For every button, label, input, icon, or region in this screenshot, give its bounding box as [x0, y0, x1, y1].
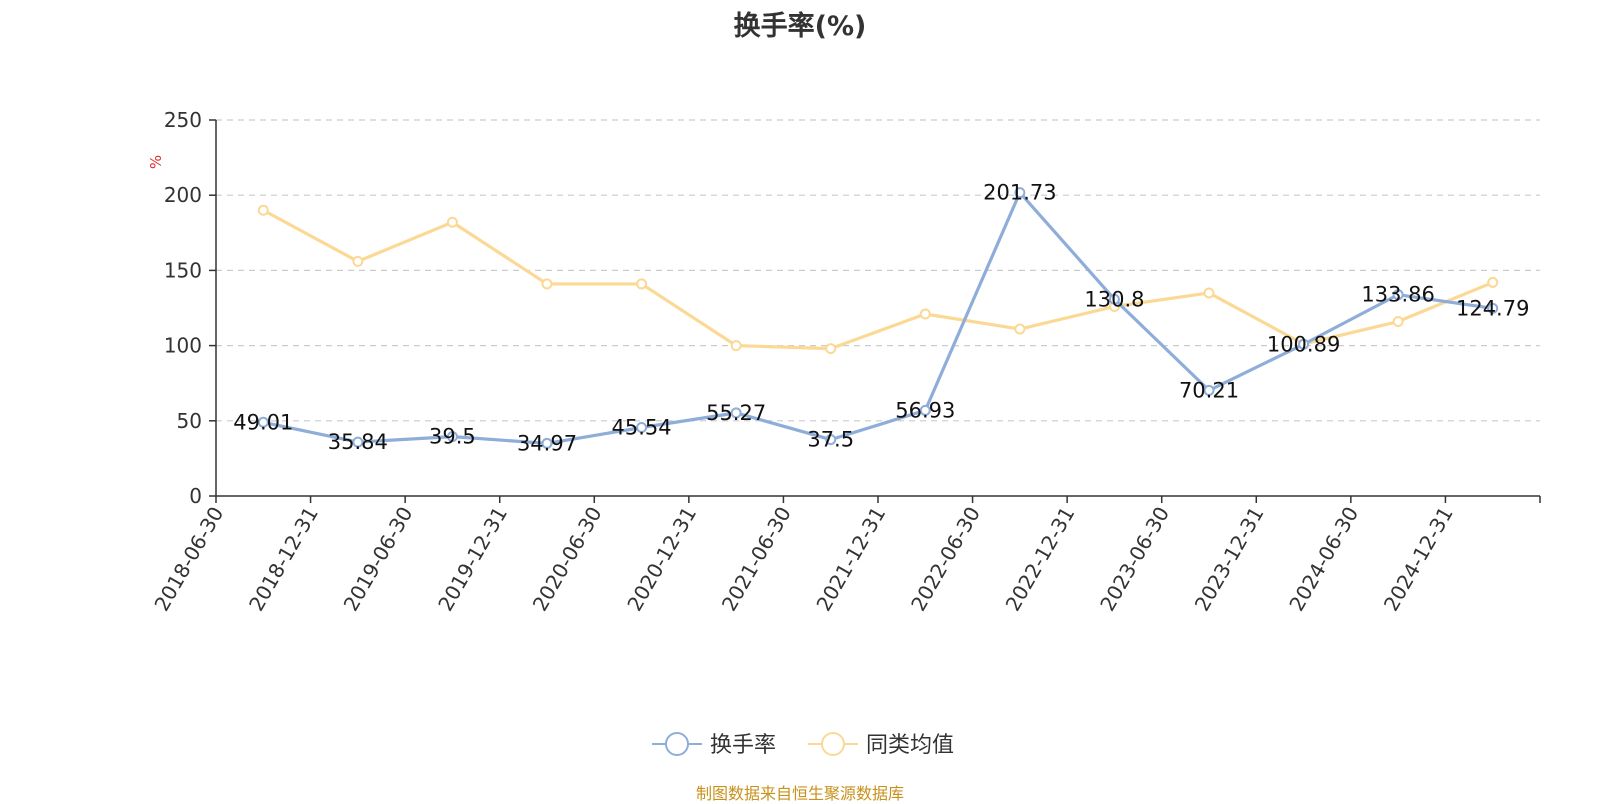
data-label: 124.79	[1456, 296, 1529, 320]
x-tick-label: 2024-12-31	[1379, 503, 1458, 616]
x-tick-label: 2019-06-30	[339, 503, 418, 616]
x-tick-label: 2022-12-31	[1001, 503, 1080, 616]
x-tick-label: 2023-12-31	[1190, 503, 1269, 616]
series-1-point	[446, 216, 458, 228]
legend-item-1[interactable]: 同类均值	[808, 732, 954, 758]
series-0-point	[446, 431, 458, 443]
series-0-point	[825, 434, 837, 446]
series-0-point	[1392, 289, 1404, 301]
y-tick-label: 250	[164, 108, 202, 132]
x-tick-labels: 2018-06-30 2018-12-31 2019-06-30 2019-12-31…	[149, 496, 1541, 616]
series-0-point	[541, 437, 553, 449]
series-0-point	[352, 436, 364, 448]
x-tick-label: 2020-12-31	[622, 503, 701, 616]
data-label: 49.01	[233, 410, 293, 434]
legend-label: 同类均值	[866, 733, 954, 758]
series-1-point	[1014, 323, 1026, 335]
series-0-point	[1298, 338, 1310, 350]
legend-marker	[821, 732, 845, 756]
x-tick-label: 2020-06-30	[528, 503, 607, 616]
data-label: 39.5	[429, 425, 476, 449]
data-label: 100.89	[1267, 332, 1340, 356]
data-label: 130.8	[1084, 287, 1144, 311]
x-tick-label: 2018-06-30	[149, 503, 228, 616]
series-0-point	[636, 422, 648, 434]
x-tick-label: 2024-06-30	[1284, 503, 1363, 616]
series-1-point	[541, 278, 553, 290]
y-tick-label: 200	[164, 183, 202, 207]
source-note: 制图数据来自恒生聚源数据库	[695, 784, 904, 803]
y-tick-label: 100	[164, 334, 202, 358]
series-0-point	[730, 407, 742, 419]
series-1-point	[1392, 316, 1404, 328]
series-line-1	[262, 208, 1494, 351]
series-1-point	[1203, 287, 1215, 299]
series-0-point	[1487, 302, 1499, 314]
series-1-point	[257, 204, 269, 216]
y-tick-labels: 0 50 100 150 200 250	[164, 108, 216, 508]
data-label: 133.86	[1361, 283, 1434, 307]
x-tick-label: 2019-12-31	[433, 503, 512, 616]
series-0-point	[919, 404, 931, 416]
series-1-point	[730, 340, 742, 352]
series-0-point	[257, 416, 269, 428]
series-1-point	[352, 255, 364, 267]
chart-title: 换手率(%)	[733, 11, 867, 42]
series-line-0	[262, 190, 1493, 446]
data-label: 56.93	[895, 398, 955, 422]
data-label: 55.27	[706, 401, 766, 425]
series-1-point	[1487, 276, 1499, 288]
data-label: 45.54	[612, 416, 672, 440]
series	[257, 187, 1499, 449]
x-tick-label: 2023-06-30	[1095, 503, 1174, 616]
legend-item-0[interactable]: 换手率	[652, 732, 776, 758]
data-label: 37.5	[807, 428, 854, 452]
x-tick-label: 2018-12-31	[244, 503, 323, 616]
legend: 换手率 同类均值	[652, 732, 954, 758]
series-0-point	[1108, 293, 1120, 305]
series-1-point	[825, 343, 837, 355]
data-labels: 49.01 35.84 39.5 34.97 45.54 55.27 37.5 56.93 20…	[233, 181, 1529, 456]
x-tick-label: 2021-06-30	[717, 503, 796, 616]
y-tick-label: 50	[177, 409, 202, 433]
grid-lines	[216, 119, 1540, 422]
series-1-point	[919, 308, 931, 320]
x-tick-label: 2021-12-31	[811, 503, 890, 616]
data-label: 201.73	[983, 181, 1056, 205]
legend-label: 换手率	[710, 733, 776, 758]
data-label: 70.21	[1179, 378, 1239, 402]
y-tick-label: 150	[164, 258, 202, 282]
x-tick-label: 2022-06-30	[906, 503, 985, 616]
series-1-point	[636, 278, 648, 290]
y-axis-unit-label: %	[147, 155, 165, 169]
y-tick-label: 0	[189, 484, 202, 508]
data-label: 34.97	[517, 431, 577, 455]
series-0-point	[1203, 384, 1215, 396]
legend-marker	[665, 732, 689, 756]
series-0-point	[1014, 187, 1026, 199]
data-label: 35.84	[328, 430, 388, 454]
